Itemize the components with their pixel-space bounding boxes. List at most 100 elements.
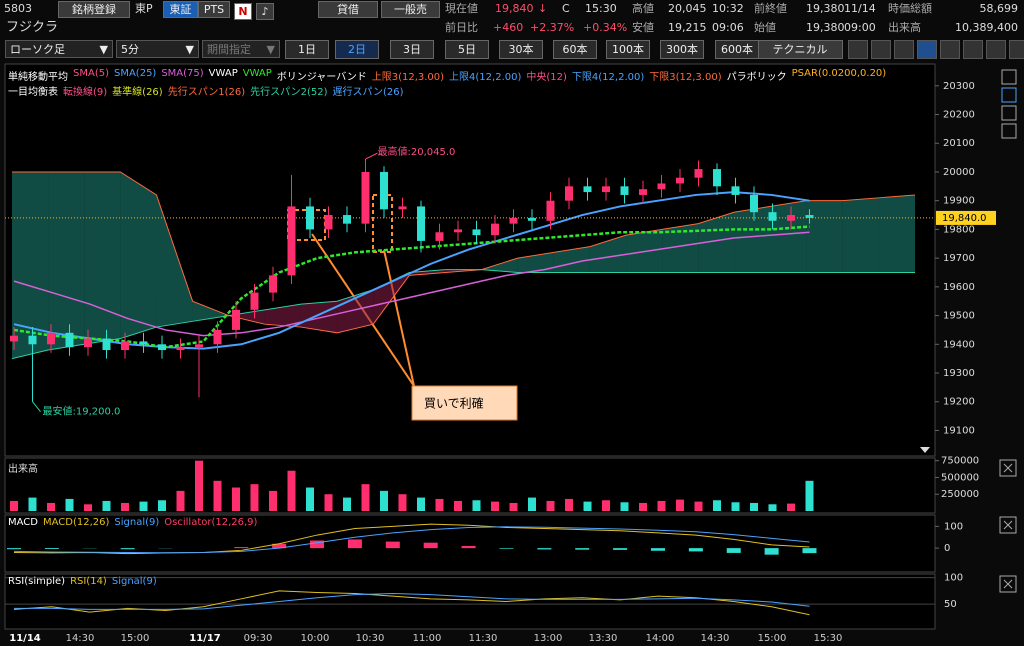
candle-body — [213, 329, 222, 345]
volume-bar — [232, 487, 240, 511]
volume-bar — [602, 500, 610, 511]
candle-body — [805, 215, 814, 218]
sell-button[interactable]: 一般売 — [381, 1, 440, 18]
candle-body — [139, 341, 148, 345]
legend-item: 上限3(12,3.00) — [371, 72, 445, 83]
label: 始値 — [754, 21, 776, 34]
oscillator-bar — [688, 548, 703, 552]
oscillator-bar — [575, 548, 590, 550]
scroll-arrow[interactable] — [920, 447, 930, 453]
volume-bar — [454, 500, 462, 511]
market-tab[interactable]: PTS — [198, 1, 230, 18]
alert-icon[interactable]: ♪ — [256, 3, 274, 20]
x-tick-label: 10:30 — [356, 633, 385, 644]
cloud-segment — [264, 304, 301, 328]
select-text: 5分 — [121, 43, 139, 56]
label: 安値 — [632, 21, 654, 34]
callout-text: 買いで利確 — [424, 396, 484, 411]
x-tick-label: 09:30 — [244, 633, 273, 644]
range-button[interactable]: 1日 — [285, 40, 329, 59]
x-tick-label: 15:00 — [758, 633, 787, 644]
label: 現在値 — [445, 2, 478, 15]
y-tick-label: 100 — [944, 521, 963, 532]
volume-bar — [250, 484, 259, 511]
x-tick-label: 13:30 — [589, 633, 618, 644]
candle-body — [639, 189, 647, 195]
oscillator-bar — [385, 541, 400, 549]
select-text: 期間指定 — [207, 43, 251, 56]
legend-row: RSI(simple) RSI(14) Signal(9) — [8, 576, 157, 587]
cloud-segment — [300, 301, 338, 333]
borrow-button[interactable]: 貸借 — [318, 1, 378, 18]
range-button[interactable]: 100本 — [606, 40, 650, 59]
current-price-tag — [936, 210, 996, 225]
market-tab[interactable]: 東証 — [163, 1, 198, 18]
label: 前終値 — [754, 2, 787, 15]
high-note: 最高値:20,045.0 — [378, 145, 456, 158]
range-button[interactable]: 300本 — [660, 40, 704, 59]
value: +460 — [493, 21, 524, 34]
oscillator-bar — [764, 548, 779, 555]
candle-body — [620, 186, 629, 195]
candle-body — [176, 347, 185, 351]
macd-panel — [4, 514, 936, 573]
candle-body — [602, 186, 610, 193]
volume-bar — [565, 498, 573, 511]
label: 前日比 — [445, 21, 478, 34]
side-icons[interactable] — [999, 69, 1017, 593]
cloud-segment — [120, 171, 157, 339]
cloud-segment — [228, 309, 265, 325]
oscillator-bar — [499, 548, 514, 549]
volume-bar — [102, 500, 111, 511]
chart-type-select[interactable]: ローソク足 ▼ — [5, 40, 113, 58]
legend-row: MACD MACD(12,26) Signal(9) Oscillator(12,26… — [8, 517, 257, 528]
oscillator-bar — [272, 543, 287, 549]
candle-body — [657, 183, 666, 190]
volume-bar — [324, 494, 333, 511]
technical-button[interactable]: テクニカル — [757, 40, 843, 59]
volume-bar — [546, 500, 555, 511]
legend-item: RSI(simple) — [8, 576, 66, 587]
range-button[interactable]: 30本 — [499, 40, 543, 59]
volume-bar — [491, 501, 499, 511]
range-button[interactable]: 60本 — [553, 40, 597, 59]
candle-body — [65, 332, 74, 348]
cloud-segment — [12, 171, 49, 359]
cloud-segment — [337, 289, 374, 333]
legend-item: PSAR(0.0200,0.20) — [791, 68, 887, 79]
x-tick-label: 14:30 — [66, 633, 95, 644]
candle-body — [84, 338, 92, 348]
x-tick-label: 11/14 — [9, 633, 41, 644]
candle-body — [232, 309, 240, 330]
arrow: ↓ — [538, 2, 548, 15]
range-button[interactable]: 600本 — [715, 40, 759, 59]
range-button[interactable]: 3日 — [390, 40, 434, 59]
news-icon[interactable]: N — [234, 3, 252, 20]
period-select[interactable]: 期間指定 ▼ — [202, 40, 280, 58]
flag: C — [562, 2, 570, 15]
candle-body — [472, 229, 481, 236]
y-tick-label: 250000 — [941, 489, 979, 500]
range-button[interactable]: 5日 — [445, 40, 489, 59]
candle-body — [454, 229, 462, 233]
candle-body — [676, 177, 684, 184]
candle-body — [417, 206, 425, 241]
candle-body — [47, 332, 55, 345]
signal-line — [14, 593, 810, 610]
range-button[interactable]: 2日 — [335, 40, 379, 59]
volume-bar — [84, 504, 92, 511]
candle-body — [509, 217, 518, 224]
y-tick-label: 19100 — [943, 425, 975, 436]
date: 11/14 — [844, 2, 876, 15]
time: 09:06 — [712, 21, 744, 34]
y-tick-label: 19200 — [943, 397, 975, 408]
candle-body — [380, 171, 388, 210]
cloud-segment — [409, 269, 446, 276]
interval-select[interactable]: 5分 ▼ — [116, 40, 199, 58]
volume-bar — [269, 490, 277, 511]
label: 高値 — [632, 2, 654, 15]
tool-icons[interactable] — [848, 40, 1024, 59]
register-button[interactable]: 銘柄登録 — [58, 1, 130, 18]
volume-bar — [768, 504, 777, 511]
